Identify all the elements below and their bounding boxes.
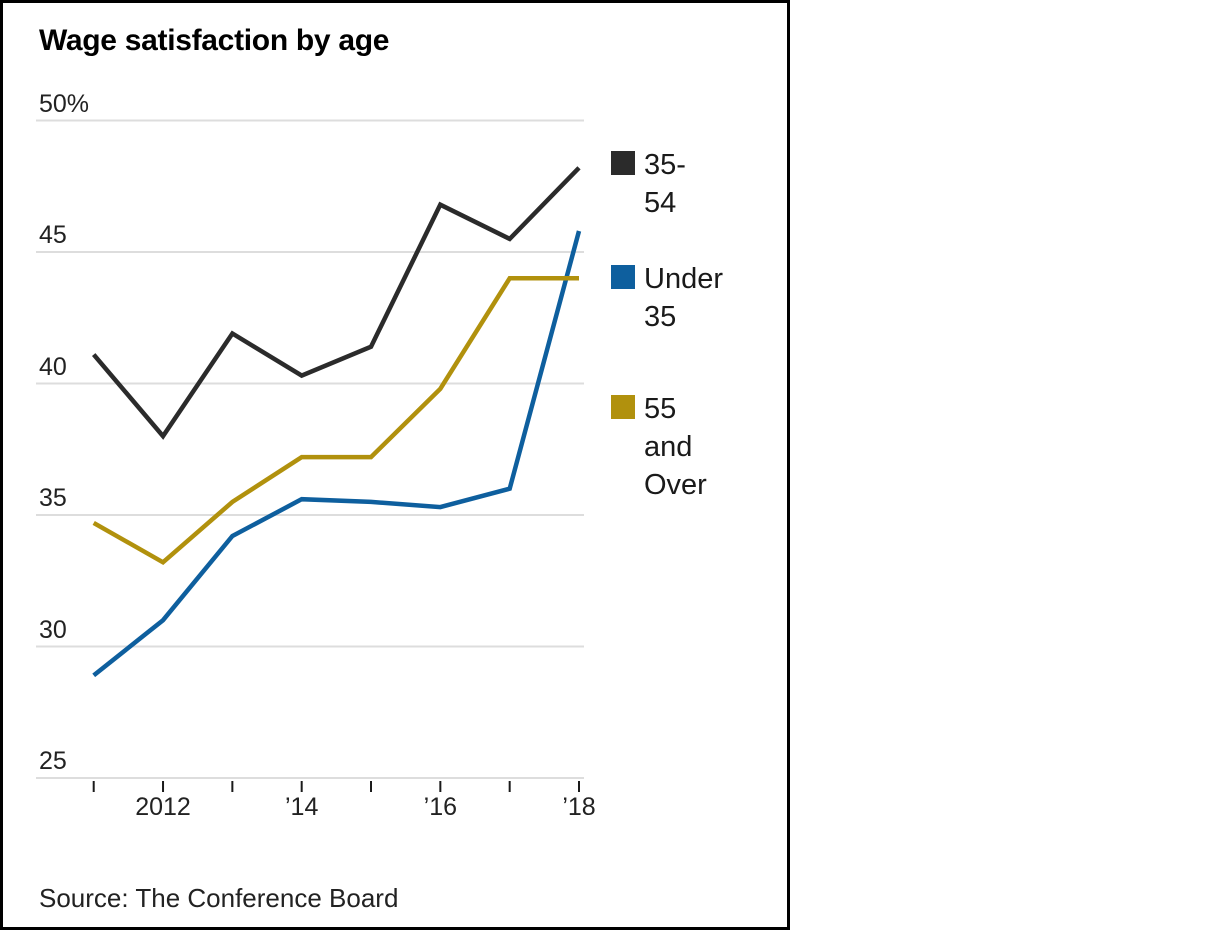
chart-title: Wage satisfaction by age [39, 24, 390, 57]
y-tick-label: 35 [39, 484, 67, 512]
x-tick-label: 2012 [135, 793, 191, 821]
legend-item-under-35: Under 35 [611, 260, 723, 336]
legend-swatch [611, 151, 635, 175]
legend-swatch [611, 265, 635, 289]
legend-item-35-54: 35-54 [611, 146, 686, 222]
series-line-55-and-over [92, 276, 579, 566]
y-tick-label: 45 [39, 221, 67, 249]
y-tick-label: 40 [39, 352, 67, 381]
series-line-under-35 [92, 230, 582, 678]
legend-label: 35-54 [644, 149, 686, 219]
x-tick-label: ’18 [562, 793, 596, 821]
line-chart-plot [36, 119, 584, 792]
y-tick-label: 50% [39, 89, 90, 118]
source-note: Source: The Conference Board [39, 883, 399, 913]
chart-card: Wage satisfaction by age 50% 45 40 35 30 25 2… [0, 0, 790, 930]
series-line-35-54 [91, 166, 581, 440]
legend-swatch [611, 395, 635, 419]
y-tick-label: 25 [39, 747, 67, 775]
x-tick-label: ’16 [423, 793, 458, 821]
x-tick-label: ’14 [284, 793, 319, 821]
legend-label: 55 and Over [644, 393, 707, 501]
y-tick-label: 30 [39, 615, 67, 644]
legend-item-55-and-over: 55 and Over [611, 390, 707, 504]
legend-label: Under 35 [644, 263, 723, 333]
